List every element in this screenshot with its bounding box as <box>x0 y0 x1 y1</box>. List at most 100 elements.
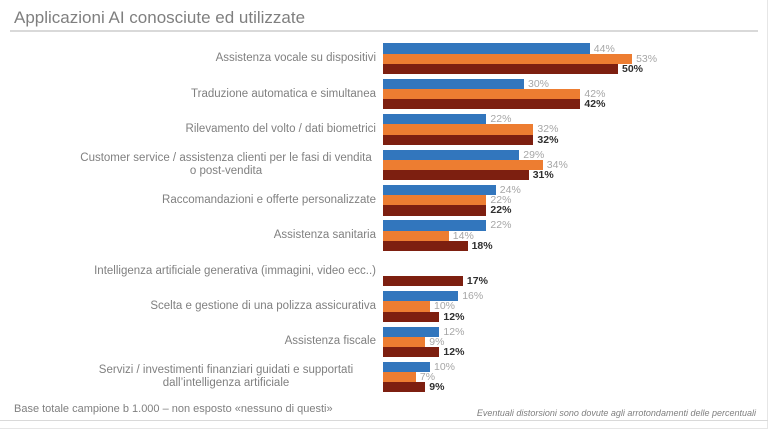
bar-value-label: 31% <box>532 169 554 182</box>
bar-series-dark-red <box>383 240 468 251</box>
page-title: Applicazioni AI conosciute ed utilizzate <box>14 8 306 27</box>
bar-line-series-blue: 24% <box>383 185 760 195</box>
category-label: Intelligenza artificiale generativa (imm… <box>14 265 383 278</box>
bar-series-orange <box>383 159 543 170</box>
bar-line-series-orange: 22% <box>383 194 760 207</box>
chart-row: Rilevamento del volto / dati biometrici 2… <box>14 112 760 147</box>
bar-value-label: 32% <box>537 133 559 146</box>
bar-series-dark-red <box>383 382 426 393</box>
chart-row: Servizi / investimenti finanziari guidat… <box>14 360 760 395</box>
bar-line-series-dark-red: 18% <box>383 241 760 251</box>
bar-line-series-blue: 44% <box>383 43 760 54</box>
chart-row: Customer service / assistenza clienti pe… <box>14 147 760 182</box>
bar-group: 22% 32% 32% <box>383 114 760 145</box>
footer-divider <box>0 420 768 421</box>
category-label-text: Scelta e gestione di una polizza assicur… <box>150 299 376 312</box>
bar-series-blue <box>383 220 487 231</box>
category-label: Scelta e gestione di una polizza assicur… <box>14 300 383 313</box>
bar-series-orange <box>383 301 430 312</box>
bar-value-label: 16% <box>462 290 484 303</box>
bar-value-label: 9% <box>429 335 445 348</box>
bar-series-orange <box>383 195 487 206</box>
title-divider <box>10 30 758 32</box>
category-label: Assistenza vocale su dispositivi <box>14 52 383 65</box>
bar-group: 16% 10% 12% <box>383 291 760 322</box>
bar-value-label: 12% <box>443 325 465 338</box>
bar-line-series-dark-red: 12% <box>383 310 760 323</box>
category-label-text: Rilevamento del volto / dati biometrici <box>185 122 376 135</box>
bar-series-dark-red <box>383 276 463 287</box>
bar-line-series-orange: 14% <box>383 230 760 241</box>
bar-line-series-dark-red: 32% <box>383 133 760 146</box>
bar-value-label: 22% <box>490 204 512 217</box>
category-label: Servizi / investimenti finanziari guidat… <box>14 364 383 390</box>
bar-series-blue <box>383 291 459 302</box>
bar-line-series-dark-red: 12% <box>383 347 760 357</box>
bar-series-dark-red <box>383 99 581 110</box>
bar-series-orange <box>383 124 534 135</box>
bar-group: 12% 9% 12% <box>383 325 760 357</box>
category-label: Rilevamento del volto / dati biometrici <box>14 123 383 136</box>
category-label-text: Assistenza sanitaria <box>273 229 376 242</box>
bar-value-label: 7% <box>419 371 436 384</box>
bar-value-label: 12% <box>443 310 465 323</box>
bar-line-series-dark-red: 22% <box>383 204 760 217</box>
bar-line-series-orange: 34% <box>383 160 760 170</box>
bar-group: 10% 7% 9% <box>383 362 760 393</box>
bar-value-label: 9% <box>429 381 445 394</box>
bar-line-series-orange: 7% <box>383 372 760 382</box>
bar-line-series-dark-red: 42% <box>383 99 760 110</box>
category-label: Assistenza sanitaria <box>14 229 383 242</box>
bar-value-label: 22% <box>490 219 512 232</box>
bar-group: 44% 53% 50% <box>383 43 760 74</box>
bar-series-dark-red <box>383 346 440 358</box>
bar-series-orange <box>383 88 581 100</box>
category-label-text: Customer service / assistenza clienti pe… <box>80 151 372 177</box>
bar-series-blue <box>383 114 487 125</box>
bar-line-series-orange <box>383 266 760 276</box>
bar-line-series-blue: 30% <box>383 79 760 89</box>
bar-line-series-blue: 16% <box>383 291 760 301</box>
bar-value-label: 10% <box>434 361 456 374</box>
footer-rounding-note: Eventuali distorsioni sono dovute agli a… <box>476 408 756 418</box>
footer-base-note: Base totale campione b 1.000 – non espos… <box>14 403 333 415</box>
category-label-text: Servizi / investimenti finanziari guidat… <box>98 364 354 390</box>
bar-value-label: 53% <box>636 52 658 65</box>
bar-series-blue <box>383 149 520 160</box>
bar-series-blue <box>383 43 590 54</box>
chart-row: Raccomandazioni e offerte personalizzate… <box>14 183 760 218</box>
bar-line-series-dark-red: 50% <box>383 64 760 74</box>
category-label: Assistenza fiscale <box>14 335 383 348</box>
bar-line-series-dark-red: 9% <box>383 381 760 394</box>
bar-series-dark-red <box>383 169 529 181</box>
bar-value-label: 22% <box>490 194 512 207</box>
chart-row: Intelligenza artificiale generativa (imm… <box>14 253 760 288</box>
bar-group: 22% 14% 18% <box>383 220 760 251</box>
bar-series-orange <box>383 53 633 64</box>
bar-series-dark-red <box>383 311 440 322</box>
bar-series-dark-red <box>383 205 487 216</box>
bar-group: 17% <box>383 256 760 286</box>
bar-line-series-blue: 10% <box>383 362 760 372</box>
bar-value-label: 24% <box>499 184 521 197</box>
chart-row: Traduzione automatica e simultanea 30% 42%… <box>14 76 760 111</box>
category-label-text: Traduzione automatica e simultanea <box>191 87 376 100</box>
bar-line-series-blue: 22% <box>383 219 760 232</box>
bar-line-series-orange: 32% <box>383 124 760 135</box>
chart-row: Assistenza vocale su dispositivi 44% 53% 50… <box>14 41 760 76</box>
category-label: Customer service / assistenza clienti pe… <box>14 152 383 178</box>
category-label-text: Raccomandazioni e offerte personalizzate <box>162 193 376 206</box>
bar-line-series-blue <box>383 256 760 266</box>
chart-row: Assistenza fiscale 12% 9% 12% <box>14 324 760 359</box>
bar-line-series-dark-red: 17% <box>383 276 760 286</box>
bar-line-series-orange: 10% <box>383 301 760 312</box>
bar-value-label: 18% <box>471 239 493 252</box>
bar-line-series-blue: 12% <box>383 325 760 338</box>
category-label-text: Assistenza fiscale <box>284 335 376 348</box>
bar-series-blue <box>383 184 496 196</box>
bar-value-label: 22% <box>490 113 512 126</box>
bar-line-series-blue: 29% <box>383 149 760 160</box>
bar-value-label: 17% <box>466 275 488 288</box>
bar-series-dark-red <box>383 63 618 74</box>
